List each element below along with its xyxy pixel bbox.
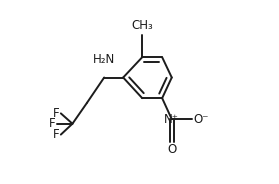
Text: H₂N: H₂N [93,53,115,66]
Text: F: F [49,117,56,130]
Text: O: O [167,143,176,156]
Text: F: F [53,107,60,120]
Text: CH₃: CH₃ [131,19,153,32]
Text: N⁺: N⁺ [164,113,179,126]
Text: O⁻: O⁻ [194,113,209,126]
Text: F: F [53,128,60,141]
